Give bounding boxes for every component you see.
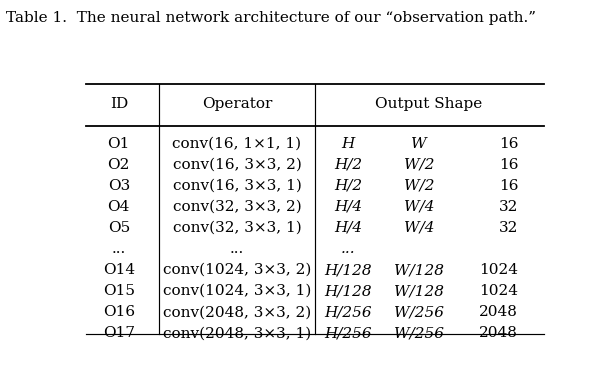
Text: W/2: W/2	[404, 179, 434, 193]
Text: H/256: H/256	[325, 326, 372, 340]
Text: O15: O15	[103, 284, 135, 298]
Text: O2: O2	[107, 158, 130, 172]
Text: ...: ...	[341, 242, 356, 256]
Text: Operator: Operator	[202, 97, 272, 111]
Text: H/4: H/4	[334, 221, 362, 235]
Text: W: W	[411, 137, 427, 150]
Text: H/4: H/4	[334, 200, 362, 214]
Text: H/128: H/128	[325, 284, 372, 298]
Text: 1024: 1024	[479, 284, 518, 298]
Text: H: H	[342, 137, 354, 150]
Text: Table 1.  The neural network architecture of our “observation path.”: Table 1. The neural network architecture…	[6, 11, 536, 25]
Text: W/256: W/256	[394, 326, 444, 340]
Text: 2048: 2048	[479, 305, 518, 319]
Text: W/2: W/2	[404, 158, 434, 172]
Text: conv(1024, 3×3, 1): conv(1024, 3×3, 1)	[163, 284, 311, 298]
Text: conv(16, 3×3, 1): conv(16, 3×3, 1)	[173, 179, 301, 193]
Text: ID: ID	[110, 97, 128, 111]
Text: O16: O16	[102, 305, 135, 319]
Text: H/2: H/2	[334, 158, 362, 172]
Text: 32: 32	[499, 200, 518, 214]
Text: conv(2048, 3×3, 1): conv(2048, 3×3, 1)	[163, 326, 311, 340]
Text: H/256: H/256	[325, 305, 372, 319]
Text: ...: ...	[112, 242, 126, 256]
Text: W/128: W/128	[394, 284, 444, 298]
Text: H/128: H/128	[325, 263, 372, 277]
Text: conv(16, 3×3, 2): conv(16, 3×3, 2)	[173, 158, 301, 172]
Text: 32: 32	[499, 221, 518, 235]
Text: H/2: H/2	[334, 179, 362, 193]
Text: 16: 16	[499, 137, 518, 150]
Text: O3: O3	[108, 179, 130, 193]
Text: 1024: 1024	[479, 263, 518, 277]
Text: W/256: W/256	[394, 305, 444, 319]
Text: 2048: 2048	[479, 326, 518, 340]
Text: W/4: W/4	[404, 221, 434, 235]
Text: conv(2048, 3×3, 2): conv(2048, 3×3, 2)	[163, 305, 311, 319]
Text: ...: ...	[230, 242, 244, 256]
Text: O17: O17	[103, 326, 135, 340]
Text: O4: O4	[107, 200, 130, 214]
Text: O14: O14	[102, 263, 135, 277]
Text: conv(32, 3×3, 1): conv(32, 3×3, 1)	[173, 221, 301, 235]
Text: W/4: W/4	[404, 200, 434, 214]
Text: O1: O1	[107, 137, 130, 150]
Text: 16: 16	[499, 158, 518, 172]
Text: W/128: W/128	[394, 263, 444, 277]
Text: conv(1024, 3×3, 2): conv(1024, 3×3, 2)	[163, 263, 311, 277]
Text: conv(16, 1×1, 1): conv(16, 1×1, 1)	[173, 137, 301, 150]
Text: conv(32, 3×3, 2): conv(32, 3×3, 2)	[173, 200, 301, 214]
Text: O5: O5	[108, 221, 130, 235]
Text: Output Shape: Output Shape	[375, 97, 482, 111]
Text: 16: 16	[499, 179, 518, 193]
